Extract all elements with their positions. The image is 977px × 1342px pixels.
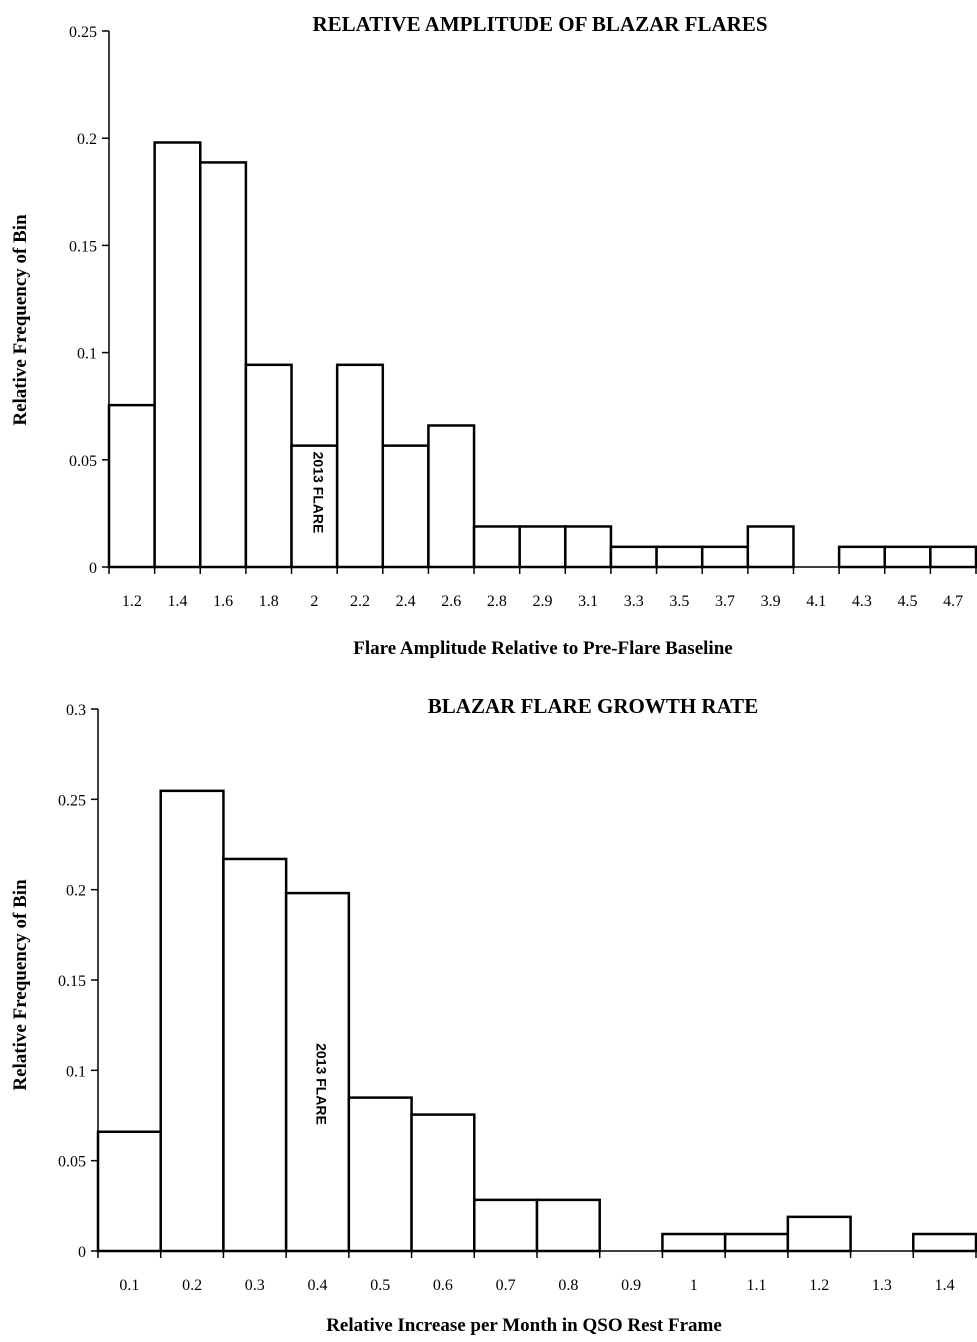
x-tick-label: 3.1 (578, 593, 598, 610)
x-tick-label: 0.2 (182, 1277, 202, 1294)
bar (655, 545, 704, 569)
x-tick-label: 3.9 (761, 593, 781, 610)
x-tick-label: 1.2 (809, 1277, 829, 1294)
y-tick-label: 0.15 (69, 238, 97, 255)
bar (786, 1215, 852, 1253)
y-tick-label: 0.1 (66, 1063, 86, 1080)
growth-rate-chart: BLAZAR FLARE GROWTH RATE Relative Freque… (10, 694, 977, 1336)
amplitude-chart: RELATIVE AMPLITUDE OF BLAZAR FLARES Rela… (10, 12, 977, 659)
bar (410, 1113, 476, 1253)
x-tick-label: 1 (690, 1277, 698, 1294)
y-axis-label: Relative Frequency of Bin (10, 214, 31, 426)
bar (929, 545, 977, 569)
annotation: 2013 FLARE (310, 452, 326, 534)
bar (518, 525, 567, 569)
bar (535, 1198, 601, 1253)
x-tick-label: 1.4 (935, 1277, 955, 1294)
bar (335, 363, 385, 569)
x-tick-label: 1.4 (167, 593, 187, 610)
bar (290, 444, 339, 569)
bar (609, 545, 658, 569)
x-tick-label: 4.7 (943, 593, 963, 610)
y-tick-label: 0.2 (66, 883, 86, 900)
y-tick-label: 0.05 (69, 453, 97, 470)
bar (746, 525, 795, 569)
chart-title: RELATIVE AMPLITUDE OF BLAZAR FLARES (312, 12, 767, 36)
bar (347, 1096, 413, 1253)
bar (244, 363, 293, 569)
x-tick-label: 0.8 (558, 1277, 578, 1294)
x-tick-label: 3.3 (624, 593, 644, 610)
bar (199, 161, 248, 569)
x-tick-label: 2 (310, 593, 318, 610)
bar (912, 1232, 977, 1253)
x-tick-label: 1.3 (872, 1277, 892, 1294)
x-tick-label: 1.1 (747, 1277, 767, 1294)
bar (107, 403, 156, 569)
y-tick-label: 0.2 (77, 131, 97, 148)
y-tick-label: 0.1 (77, 346, 97, 363)
x-tick-label: 4.3 (852, 593, 872, 610)
x-tick-label: 0.7 (496, 1277, 516, 1294)
y-tick-label: 0.15 (58, 973, 86, 990)
bar (159, 789, 225, 1253)
y-tick-label: 0 (78, 1244, 86, 1261)
x-tick-label: 3.5 (669, 593, 689, 610)
bar (700, 545, 750, 569)
chart-title: BLAZAR FLARE GROWTH RATE (428, 694, 758, 718)
x-tick-label: 2.4 (396, 593, 416, 610)
x-tick-label: 0.1 (119, 1277, 139, 1294)
x-tick-label: 0.4 (308, 1277, 328, 1294)
y-tick-label: 0.3 (66, 702, 86, 719)
x-tick-label: 1.2 (122, 593, 142, 610)
y-tick-label: 0.05 (58, 1154, 86, 1171)
x-tick-label: 2.6 (441, 593, 461, 610)
x-tick-label: 2.8 (487, 593, 507, 610)
plot-area: 0 0.05 0.1 0.15 0.2 0.25 0.3 0.1 0.2 0.3 0.4 0.5 0.6… (58, 702, 977, 1294)
bar (564, 525, 613, 569)
y-tick-label: 0.25 (69, 24, 97, 41)
x-tick-label: 4.5 (898, 593, 918, 610)
x-tick-label: 1.8 (259, 593, 279, 610)
bar (723, 1232, 790, 1253)
x-tick-label: 1.6 (213, 593, 233, 610)
x-tick-label: 0.9 (621, 1277, 641, 1294)
y-axis-label: Relative Frequency of Bin (10, 879, 31, 1091)
x-axis-label: Relative Increase per Month in QSO Rest … (326, 1315, 722, 1336)
x-axis-label: Flare Amplitude Relative to Pre-Flare Ba… (353, 638, 732, 659)
x-tick-label: 3.7 (715, 593, 735, 610)
annotation: 2013 FLARE (314, 1043, 330, 1125)
x-tick-label: 0.5 (370, 1277, 390, 1294)
x-tick-label: 0.3 (245, 1277, 265, 1294)
x-tick-label: 4.1 (806, 593, 826, 610)
bar (473, 1198, 539, 1253)
y-tick-label: 0 (89, 560, 97, 577)
bar (96, 1130, 162, 1253)
bar (472, 525, 521, 569)
bar (883, 545, 932, 569)
bar (222, 857, 288, 1253)
x-tick-label: 0.6 (433, 1277, 453, 1294)
y-tick-label: 0.25 (58, 792, 86, 809)
bar (427, 424, 476, 569)
bar (381, 444, 430, 569)
bar (661, 1232, 727, 1253)
bar (837, 545, 886, 569)
bar (153, 141, 202, 569)
x-tick-label: 2.2 (350, 593, 370, 610)
plot-area: 0 0.05 0.1 0.15 0.2 0.25 1.2 1.4 1.6 1.8 2 2.2 2.4 2.… (69, 24, 977, 610)
x-tick-label: 2.9 (533, 593, 553, 610)
